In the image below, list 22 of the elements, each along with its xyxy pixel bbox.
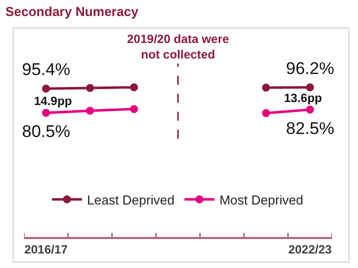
point [86,84,94,92]
legend-label: Most Deprived [219,192,304,208]
point [262,84,270,92]
chart-title: Secondary Numeracy [5,4,140,19]
point [86,106,94,115]
point [130,105,138,114]
point [42,108,50,117]
data-label: 95.4% [22,60,70,79]
annotation: 14.9pp [34,94,72,108]
point [306,83,314,92]
point [306,106,314,114]
text: 2019/20 data were not collected [127,32,230,62]
data-label: 82.5% [286,119,334,138]
legend-label: Least Deprived [87,192,174,208]
x-tick-label: 2022/23 [288,242,332,256]
x-tick-label: 2016/17 [24,242,68,256]
annotation: 13.6pp [284,91,322,105]
point [130,83,138,92]
point [262,109,270,118]
data-label: 80.5% [22,122,70,141]
data-label: 96.2% [286,59,334,78]
point [42,84,50,93]
